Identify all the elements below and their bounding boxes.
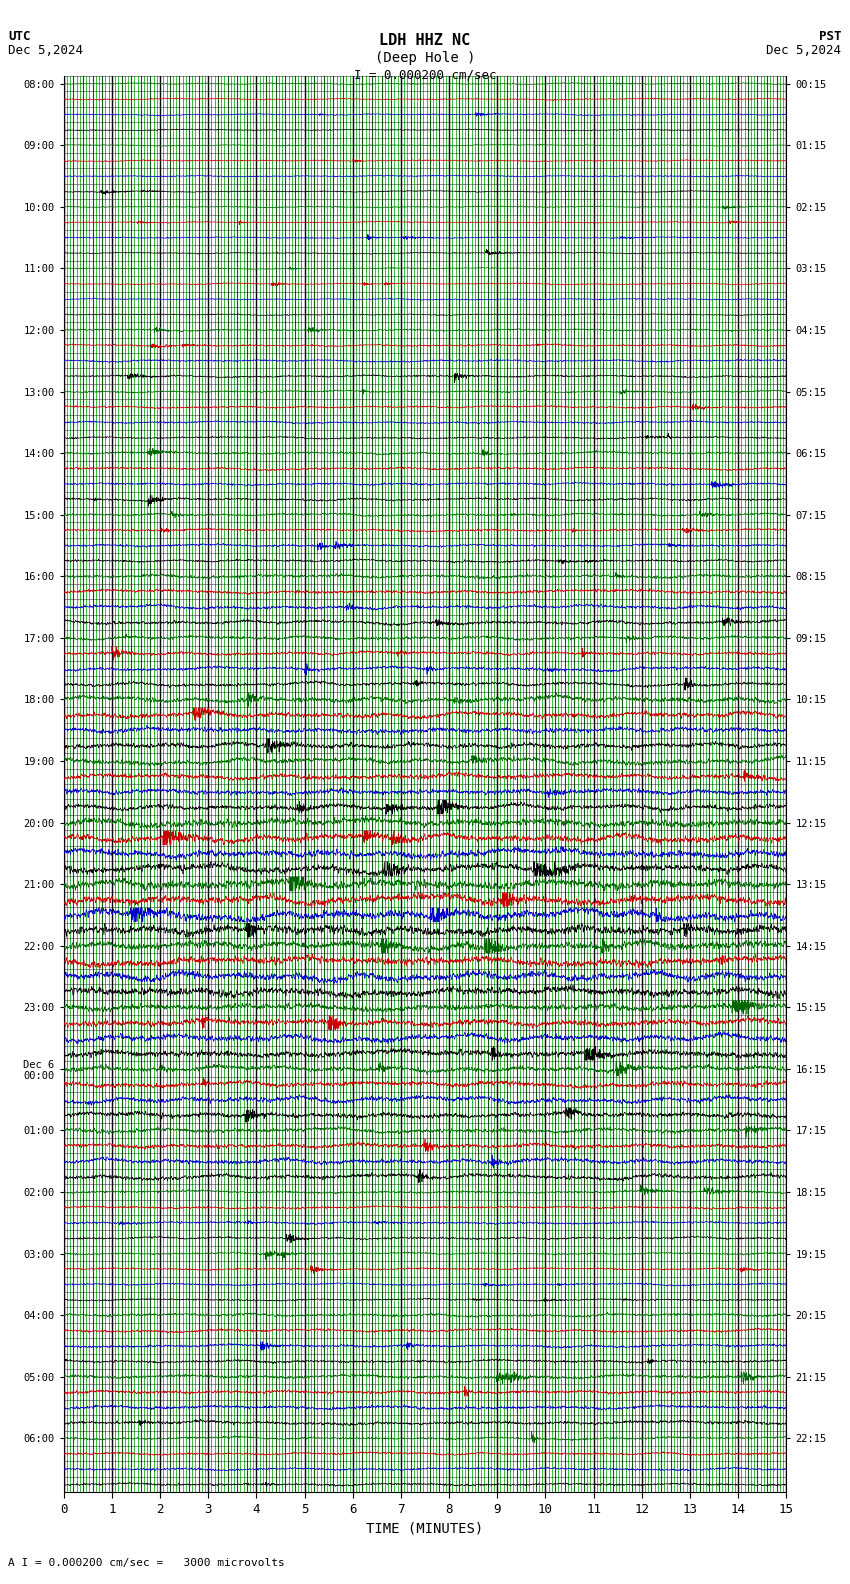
Text: UTC: UTC — [8, 30, 31, 43]
Text: LDH HHZ NC: LDH HHZ NC — [379, 33, 471, 48]
Text: A I = 0.000200 cm/sec =   3000 microvolts: A I = 0.000200 cm/sec = 3000 microvolts — [8, 1559, 286, 1568]
Text: Dec 5,2024: Dec 5,2024 — [767, 44, 842, 57]
Text: I = 0.000200 cm/sec: I = 0.000200 cm/sec — [354, 68, 496, 81]
Text: PST: PST — [819, 30, 842, 43]
X-axis label: TIME (MINUTES): TIME (MINUTES) — [366, 1521, 484, 1535]
Text: (Deep Hole ): (Deep Hole ) — [375, 51, 475, 65]
Text: Dec 5,2024: Dec 5,2024 — [8, 44, 83, 57]
